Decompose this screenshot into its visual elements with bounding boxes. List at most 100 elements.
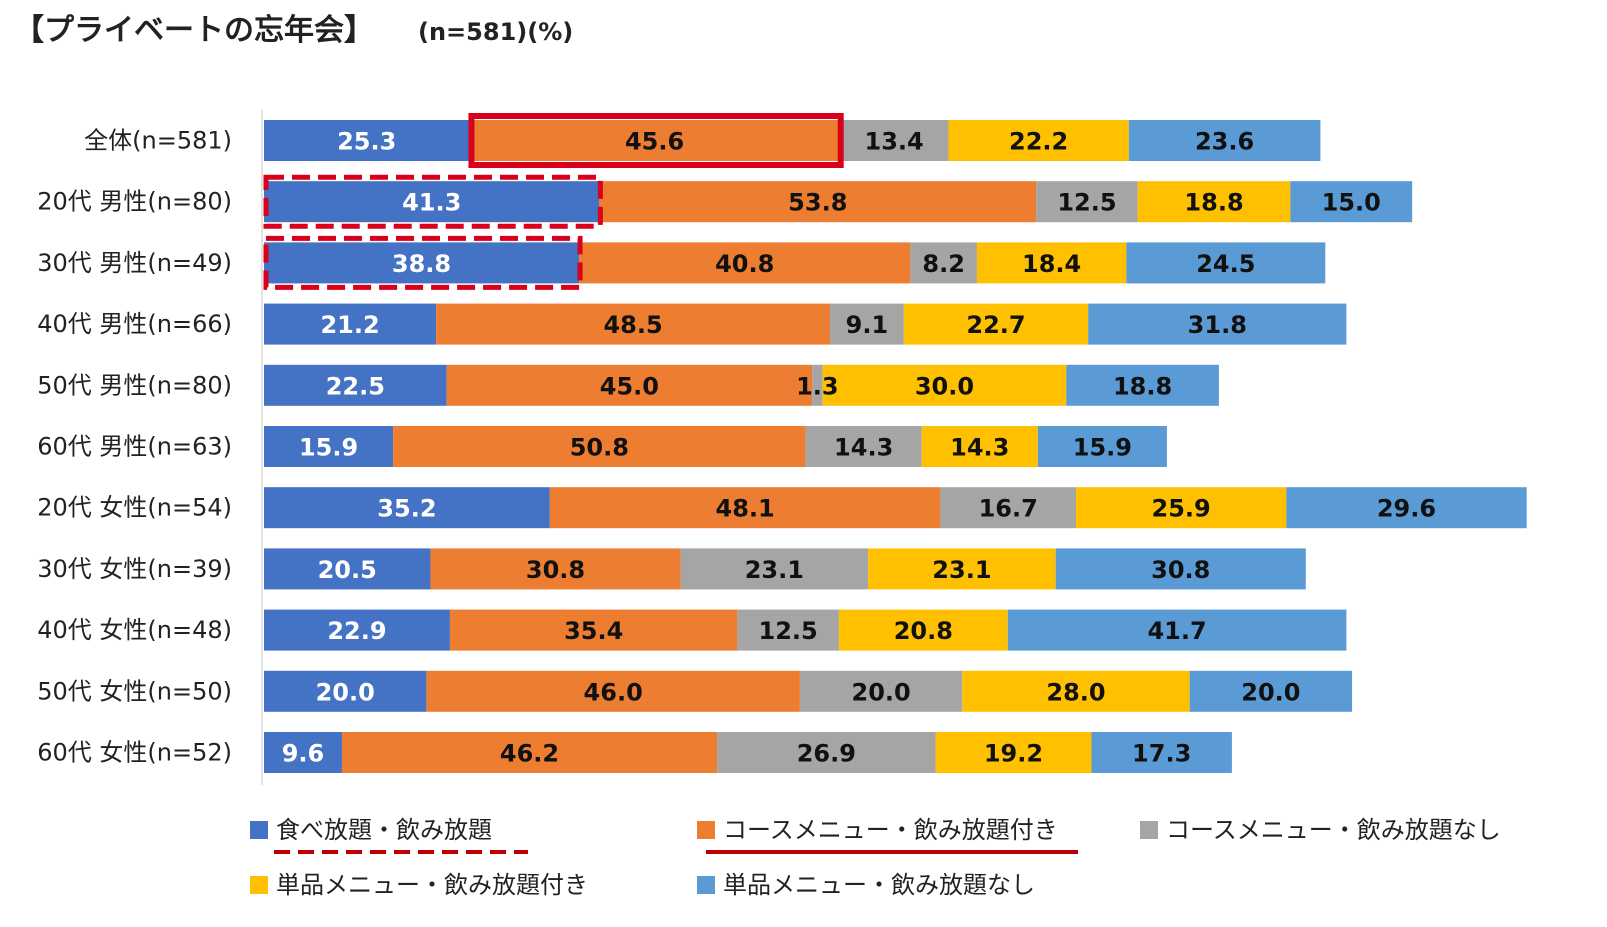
bar-segment — [436, 303, 830, 345]
bar-segment — [264, 548, 431, 590]
data-label: 25.9 — [1152, 495, 1211, 523]
bar-segment — [446, 364, 813, 406]
bar-segment — [799, 670, 963, 712]
data-label: 26.9 — [797, 740, 856, 768]
bar-segment — [903, 303, 1089, 345]
bar-segment — [910, 242, 977, 284]
highlight-dashed-box — [263, 235, 583, 290]
data-label: 20.0 — [1241, 678, 1300, 706]
data-label: 15.0 — [1322, 189, 1381, 217]
data-label: 13.4 — [865, 128, 924, 156]
bar-segment — [426, 670, 800, 712]
bar-segment — [1036, 181, 1138, 223]
data-label: 20.0 — [316, 678, 375, 706]
data-label: 18.8 — [1184, 189, 1243, 217]
highlight-boxes — [263, 113, 844, 290]
legend-swatch — [1140, 821, 1158, 839]
bar-segment — [1126, 242, 1326, 284]
bar-segment — [264, 120, 470, 161]
bar-segment — [430, 548, 681, 590]
data-label: 40.8 — [715, 250, 774, 278]
data-labels: 25.3 45.6 13.4 22.2 23.6 41.3 53.8 12.5 18.8 15.0… — [282, 128, 1436, 768]
data-label: 31.8 — [1188, 311, 1247, 339]
chart-title-group: 【プライベートの忘年会】 (n=581)(%) — [14, 13, 573, 48]
bar-segment — [393, 426, 806, 467]
bar-segment — [1091, 732, 1232, 773]
bar-segment — [264, 670, 427, 712]
category-label: 30代 女性(n=39) — [37, 555, 232, 583]
data-label: 38.8 — [392, 250, 451, 278]
data-label: 20.8 — [894, 617, 953, 645]
data-label: 45.6 — [625, 128, 684, 156]
legend-label: コースメニュー・飲み放題付き — [723, 816, 1058, 844]
category-label: 20代 女性(n=54) — [37, 494, 232, 522]
bar-segment — [1076, 487, 1287, 529]
bar-segment — [1055, 548, 1306, 590]
data-label: 25.3 — [337, 128, 396, 156]
legend-swatch — [697, 876, 715, 894]
bar-segment — [1088, 303, 1347, 345]
category-label: 30代 男性(n=49) — [37, 249, 232, 277]
bar-segment — [940, 487, 1076, 529]
data-label: 29.6 — [1377, 495, 1436, 523]
data-label: 18.4 — [1022, 250, 1081, 278]
legend: 食べ放題・飲み放題 コースメニュー・飲み放題付き コースメニュー・飲み放題なし単品メ… — [250, 816, 1501, 899]
legend-swatch — [250, 821, 268, 839]
bar-segment — [1007, 609, 1347, 651]
bar-segment — [341, 732, 718, 773]
bar-segment — [737, 609, 839, 651]
data-label: 22.9 — [327, 617, 386, 645]
bar-segment — [1137, 181, 1291, 223]
bar-segment — [1290, 181, 1413, 223]
bar-segment — [1189, 670, 1353, 712]
bar-segment — [822, 364, 1067, 406]
bar-segment — [264, 609, 450, 651]
data-label: 1.3 — [796, 372, 839, 400]
bar-segment — [838, 609, 1008, 651]
category-label: 40代 男性(n=66) — [37, 310, 232, 338]
category-label: 50代 女性(n=50) — [37, 677, 232, 705]
data-label: 12.5 — [759, 617, 818, 645]
bar-segment — [599, 181, 1037, 223]
data-label: 12.5 — [1057, 189, 1116, 217]
bar-segment — [976, 242, 1127, 284]
bar-segment — [264, 303, 437, 345]
data-label: 18.8 — [1113, 372, 1172, 400]
category-label: 20代 男性(n=80) — [37, 188, 232, 216]
category-label: 40代 女性(n=48) — [37, 616, 232, 644]
chart-subtitle: (n=581)(%) — [418, 18, 573, 46]
bar-segment — [264, 364, 447, 406]
bar-segment — [264, 732, 342, 773]
data-label: 45.0 — [600, 372, 659, 400]
legend-label: 単品メニュー・飲み放題付き — [276, 871, 588, 899]
data-label: 19.2 — [984, 740, 1043, 768]
data-label: 9.6 — [282, 740, 325, 768]
highlight-solid-box — [468, 113, 844, 168]
bar-segment — [1066, 364, 1219, 406]
data-label: 22.2 — [1009, 128, 1068, 156]
data-label: 16.7 — [979, 495, 1038, 523]
data-label: 41.7 — [1147, 617, 1206, 645]
bar-segment — [868, 548, 1056, 590]
data-label: 35.2 — [377, 495, 436, 523]
data-label: 48.5 — [603, 311, 662, 339]
data-label: 28.0 — [1046, 678, 1105, 706]
data-label: 22.7 — [966, 311, 1025, 339]
bar-segment — [264, 426, 394, 467]
bar-segment — [449, 609, 738, 651]
legend-swatch — [697, 821, 715, 839]
data-label: 15.9 — [1073, 434, 1132, 462]
data-label: 24.5 — [1196, 250, 1255, 278]
data-label: 30.8 — [1151, 556, 1210, 584]
data-label: 21.2 — [320, 311, 379, 339]
data-label: 30.8 — [526, 556, 585, 584]
data-label: 20.5 — [318, 556, 377, 584]
bar-segment — [680, 548, 869, 590]
data-label: 14.3 — [834, 434, 893, 462]
bar-segment — [839, 120, 949, 161]
bar-segment — [962, 670, 1190, 712]
legend-label: コースメニュー・飲み放題なし — [1166, 816, 1501, 844]
legend-label: 食べ放題・飲み放題 — [276, 816, 492, 844]
data-label: 30.0 — [915, 372, 974, 400]
